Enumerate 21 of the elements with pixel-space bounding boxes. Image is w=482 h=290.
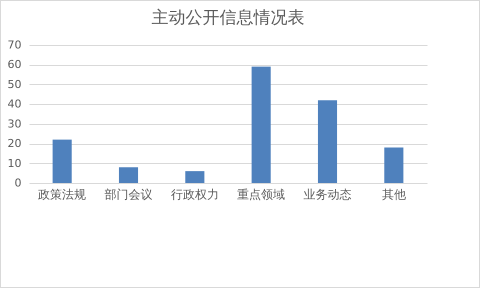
x-tick-label: 行政权力: [170, 188, 219, 202]
x-tick-label: 其他: [382, 188, 406, 202]
bar: [185, 171, 204, 183]
y-tick-label: 20: [8, 137, 22, 150]
y-tick-label: 0: [14, 176, 22, 190]
y-tick-label: 70: [8, 38, 22, 52]
bar: [118, 167, 138, 183]
bar: [52, 140, 72, 183]
bar: [318, 100, 338, 183]
x-tick-label: 部门会议: [104, 188, 152, 202]
chart-title: 主动公开信息情况表: [152, 8, 304, 28]
bar: [384, 148, 404, 183]
x-tick-label: 重点领域: [237, 188, 286, 202]
y-tick-label: 40: [8, 98, 22, 111]
x-tick-label: 政策法规: [38, 188, 86, 202]
y-tick-label: 30: [8, 117, 22, 130]
y-tick-label: 60: [8, 58, 22, 72]
y-tick-label: 10: [8, 156, 22, 170]
bar: [252, 66, 271, 183]
x-tick-label: 业务动态: [304, 188, 352, 202]
y-tick-label: 50: [8, 78, 22, 91]
